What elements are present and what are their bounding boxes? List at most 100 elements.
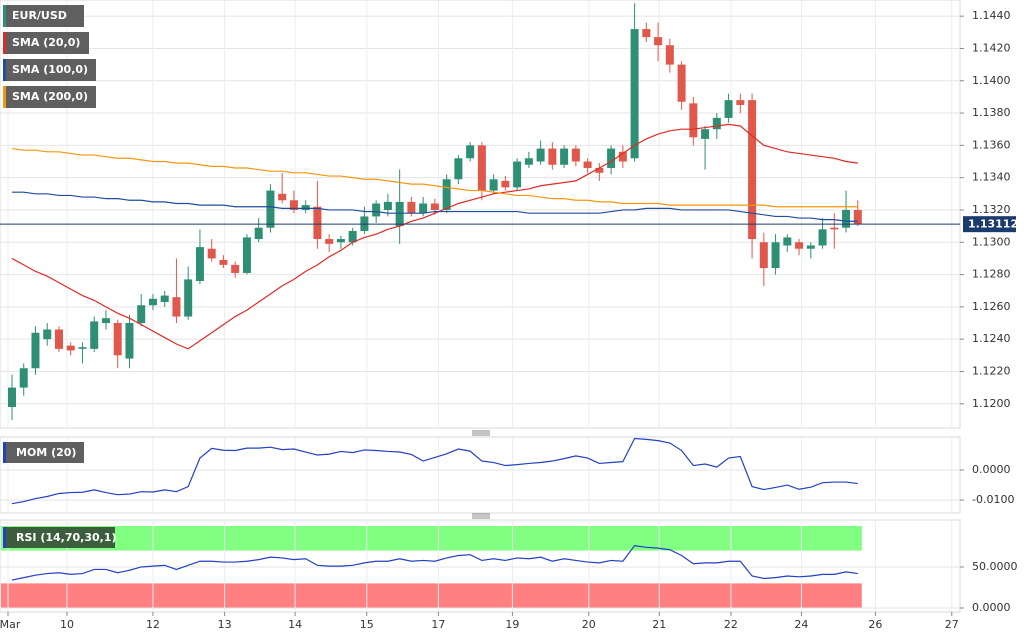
legend-label: SMA (200,0) [12,90,88,103]
y-tick-label: 50.0000 [972,560,1018,573]
candle-body [125,323,134,359]
candle-body [90,321,99,349]
y-tick-label: 1.1380 [972,106,1011,119]
candle-body [842,209,851,228]
candle-body [78,347,87,349]
candle-body [524,158,533,165]
x-tick-label: 19 [505,618,519,631]
candle-body [759,242,768,269]
legend: EUR/USD SMA (20,0) SMA (100,0) SMA (200,… [3,5,116,548]
candle-body [242,237,251,273]
candle-body [419,203,428,214]
pane-resize-handle[interactable] [472,513,490,519]
candle-body [231,264,240,273]
y-tick-label: 1.1260 [972,300,1011,313]
sma-line [11,123,858,350]
y-tick-label: 1.1420 [972,41,1011,54]
y-tick-label: 0.0000 [972,463,1011,476]
candle-body [830,227,839,230]
candle-body [336,239,345,243]
candle-body [701,129,710,139]
candle-body [771,242,780,269]
candle-body [348,230,357,243]
candle-body [442,179,451,210]
indicator-line [11,437,858,505]
candle-body [43,329,52,340]
candle-body [31,332,40,369]
sma-line [11,147,858,208]
candle-body [571,148,580,162]
x-tick-label: 27 [945,618,959,631]
y-tick-label: 1.1240 [972,332,1011,345]
rsi-zone [1,583,862,608]
candle-body [595,167,604,173]
last-price-box [963,216,1016,233]
x-tick-label: Mar [0,618,21,631]
candle-body [313,206,322,240]
candle-body [219,260,228,265]
candle-body [583,161,592,168]
legend-label: EUR/USD [12,9,67,22]
candle-body [689,103,698,138]
rsi-zone [1,525,862,551]
candle-body [254,227,263,240]
legend-item[interactable]: EUR/USD [3,5,84,27]
candle-body [289,200,298,210]
candle-body [607,148,616,168]
candle-body [654,37,663,46]
legend-label: RSI (14,70,30,1) [16,531,116,544]
candle-body [618,151,627,162]
candle-body [853,209,862,225]
legend-item[interactable]: RSI (14,70,30,1) [3,527,116,548]
candle-body [172,297,181,317]
candle-body [665,45,674,65]
candle-body [677,64,686,102]
candle-body [383,201,392,210]
y-tick-label: 1.1280 [972,268,1011,281]
candle-body [712,117,721,130]
candle-body [7,387,16,408]
sma-line [11,191,858,222]
candle-body [101,318,110,324]
x-tick-label: 13 [218,618,232,631]
candle-body [195,247,204,282]
y-tick-label: 1.1360 [972,138,1011,151]
legend-label: SMA (20,0) [12,36,80,49]
legend-item[interactable]: SMA (200,0) [3,86,96,108]
y-tick-label: 1.1300 [972,235,1011,248]
candle-body [372,203,381,217]
legend-item[interactable]: SMA (20,0) [3,32,89,54]
legend-item[interactable]: SMA (100,0) [3,59,96,81]
candle-body [466,145,475,159]
candle-body [477,145,486,191]
y-tick-label: 1.1320 [972,203,1011,216]
candle-body [395,201,404,227]
x-tick-label: 26 [868,618,882,631]
x-tick-label: 12 [146,618,160,631]
candle-body [454,158,463,180]
candle-body [630,29,639,159]
last-price-label: 1.13112 [968,218,1018,231]
candle-body [489,179,498,191]
y-tick-label: 1.1200 [972,397,1011,410]
y-tick-label: -0.0100 [972,493,1014,506]
candle-body [806,245,815,249]
candle-body [501,180,510,188]
candle-body [724,100,733,118]
pane-resize-handle[interactable] [472,430,490,436]
y-tick-label: 1.1340 [972,171,1011,184]
legend-label: SMA (100,0) [12,63,88,76]
indicator-line [11,545,858,581]
candle-body [137,305,146,324]
candle-body [736,100,745,105]
candle-body [113,323,122,356]
x-tick-label: 21 [652,618,666,631]
x-tick-label: 22 [724,618,738,631]
candle-body [301,205,310,210]
candle-body [548,148,557,165]
mom-pane [0,436,961,514]
candle-body [160,295,169,303]
legend-item[interactable]: MOM (20) [3,442,84,463]
x-tick-label: 14 [288,618,302,631]
